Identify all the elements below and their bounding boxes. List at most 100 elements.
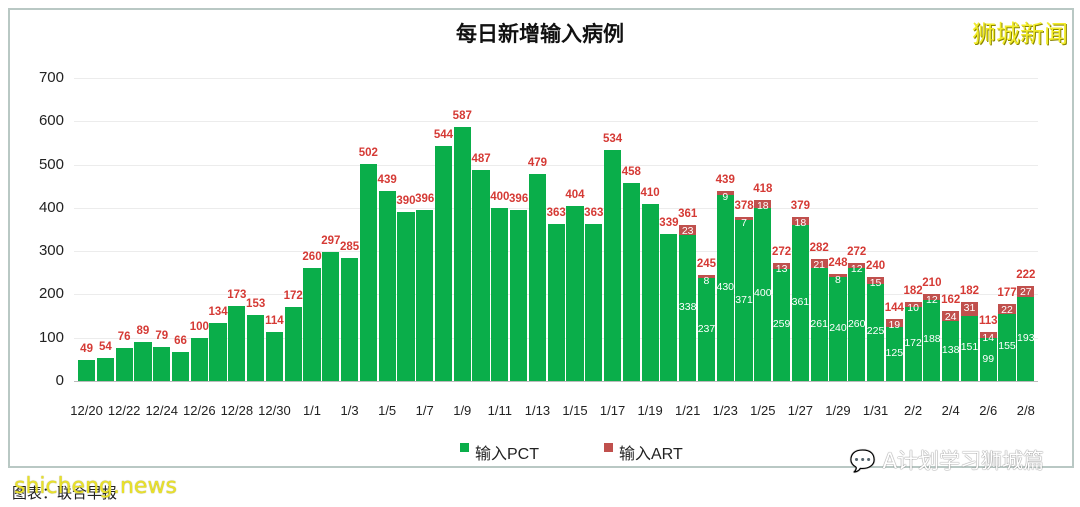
art-value-label: 24 (944, 310, 957, 323)
y-tick-label: 600 (38, 112, 64, 130)
gridline (74, 207, 1038, 209)
bar-segment-art (810, 258, 828, 269)
art-value-label: 10 (907, 302, 919, 315)
y-tick-label: 300 (38, 242, 64, 260)
total-value-label: 361 (678, 207, 698, 220)
source-watermark: shicheng.news (14, 474, 177, 499)
gridline (74, 78, 1038, 79)
bar-segment-art (679, 224, 697, 235)
legend-item-art: 输入ART (604, 440, 683, 464)
total-value-label: 222 (1016, 268, 1036, 281)
art-value-label: 7 (741, 217, 747, 230)
bar-segment-art (754, 200, 772, 208)
x-tick-label: 2/4 (941, 403, 960, 418)
bar-segment-pct (791, 224, 809, 381)
bar-segment-art (866, 277, 885, 284)
art-value-label: 15 (869, 277, 882, 290)
legend-label-pct: 输入PCT (475, 446, 540, 463)
bar-segment-pct (472, 170, 490, 381)
bar-segment-art (942, 310, 960, 322)
y-tick-label: 200 (38, 285, 64, 303)
bar-1/29 (829, 273, 847, 381)
x-axis-line (74, 381, 1038, 382)
x-tick-label: 1/25 (750, 403, 776, 418)
art-value-label: 18 (756, 200, 769, 213)
bar-segment-pct (998, 313, 1016, 381)
x-tick-label: 1/15 (562, 403, 588, 418)
x-tick-label: 12/22 (107, 403, 141, 418)
art-value-label: 27 (1019, 285, 1032, 298)
x-tick-label: 12/24 (145, 403, 178, 418)
bar-1/16 (585, 223, 603, 381)
bar-segment-art (829, 273, 847, 278)
bar-1/15 (566, 206, 584, 381)
total-value-label: 285 (339, 240, 360, 253)
bar-segment-art (998, 304, 1016, 314)
total-value-label: 177 (997, 287, 1017, 300)
bar-segment-art (960, 302, 979, 316)
art-value-label: 9 (722, 190, 729, 203)
bar-segment-art (773, 263, 791, 269)
art-value-label: 31 (963, 302, 976, 315)
total-value-label: 49 (80, 342, 93, 355)
bar-2/1 (885, 318, 903, 381)
bar-segment-art (848, 263, 866, 269)
pct-value-label: 172 (904, 336, 922, 349)
x-tick-label: 1/7 (415, 403, 434, 418)
x-tick-label: 1/1 (302, 403, 322, 418)
total-value-label: 182 (959, 285, 980, 298)
total-value-label: 113 (978, 315, 998, 328)
bar-segment-art (979, 332, 997, 339)
y-tick-label: 0 (55, 372, 64, 389)
total-value-label: 534 (602, 132, 623, 145)
bar-segment-pct (434, 145, 453, 381)
total-value-label: 114 (265, 314, 284, 327)
pct-value-label: 260 (847, 317, 866, 330)
bar-segment-pct (829, 277, 847, 381)
bar-2/3 (923, 294, 941, 381)
bar-1/6 (397, 212, 415, 381)
pct-value-label: 225 (866, 325, 885, 338)
bar-2/4 (942, 310, 960, 381)
x-tick-label: 2/6 (979, 403, 998, 418)
bar-12/31 (284, 306, 302, 381)
legend-swatch-art (604, 443, 613, 452)
bar-segment-pct (697, 278, 716, 381)
bar-2/5 (960, 302, 979, 381)
x-tick-label: 1/11 (487, 403, 513, 418)
bar-1/21 (679, 224, 697, 381)
x-tick-label: 1/21 (675, 403, 701, 418)
pct-value-label: 371 (735, 293, 753, 306)
bar-2/8 (1017, 285, 1035, 381)
x-tick-label: 2/2 (904, 403, 923, 418)
bar-segment-pct (171, 352, 190, 381)
pct-value-label: 400 (754, 287, 772, 300)
total-value-label: 479 (527, 156, 547, 169)
x-tick-label: 1/27 (787, 403, 814, 418)
total-value-label: 439 (715, 173, 735, 186)
bar-1/2 (322, 252, 340, 381)
total-value-label: 182 (903, 285, 923, 298)
total-value-label: 76 (117, 331, 131, 344)
bar-segment-pct (303, 268, 321, 381)
bar-segment-pct (942, 321, 960, 381)
watermark-text: A计划学习狮城篇 (882, 449, 1044, 473)
total-value-label: 245 (696, 257, 717, 270)
pct-value-label: 261 (810, 317, 828, 330)
total-value-label: 390 (396, 195, 416, 208)
bar-1/10 (472, 170, 490, 381)
bar-segment-pct (566, 206, 584, 381)
bar-segment-pct (660, 234, 678, 381)
pct-value-label: 151 (960, 341, 979, 354)
x-tick-label: 1/13 (524, 403, 551, 418)
total-value-label: 410 (640, 186, 660, 199)
x-tick-label: 1/31 (862, 403, 889, 418)
bar-1/7 (416, 209, 434, 381)
bar-1/5 (378, 190, 396, 381)
x-tick-label: 12/30 (258, 403, 291, 418)
bar-segment-pct (679, 234, 697, 381)
x-tick-label: 12/26 (183, 403, 216, 418)
pct-value-label: 99 (982, 352, 995, 365)
total-value-label: 587 (452, 109, 472, 122)
total-value-label: 297 (321, 235, 341, 248)
